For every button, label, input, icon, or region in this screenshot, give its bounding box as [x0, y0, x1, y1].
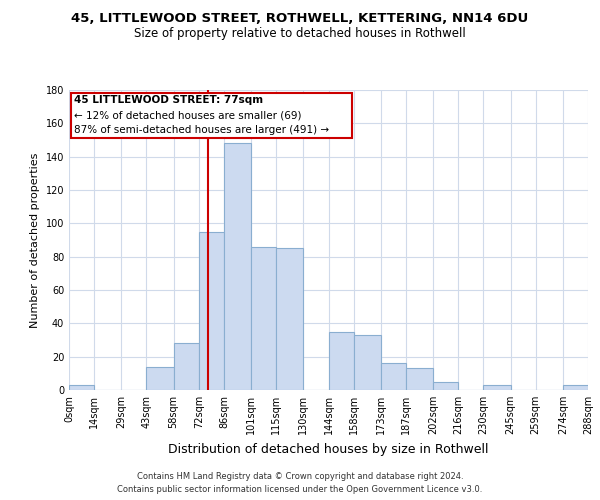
- Bar: [276, 248, 303, 390]
- Text: Contains HM Land Registry data © Crown copyright and database right 2024.
Contai: Contains HM Land Registry data © Crown c…: [118, 472, 482, 494]
- Bar: [199, 232, 224, 390]
- Bar: [484, 385, 511, 390]
- Bar: [173, 344, 199, 390]
- X-axis label: Distribution of detached houses by size in Rothwell: Distribution of detached houses by size …: [168, 442, 489, 456]
- Bar: [251, 246, 276, 390]
- Bar: [563, 385, 588, 390]
- Bar: [69, 385, 94, 390]
- Text: 45, LITTLEWOOD STREET, ROTHWELL, KETTERING, NN14 6DU: 45, LITTLEWOOD STREET, ROTHWELL, KETTERI…: [71, 12, 529, 26]
- Y-axis label: Number of detached properties: Number of detached properties: [30, 152, 40, 328]
- Bar: [329, 332, 354, 390]
- Bar: [406, 368, 433, 390]
- Text: 87% of semi-detached houses are larger (491) →: 87% of semi-detached houses are larger (…: [74, 125, 329, 135]
- Bar: [381, 364, 406, 390]
- Text: ← 12% of detached houses are smaller (69): ← 12% of detached houses are smaller (69…: [74, 110, 302, 120]
- FancyBboxPatch shape: [71, 94, 352, 138]
- Bar: [146, 366, 173, 390]
- Text: Size of property relative to detached houses in Rothwell: Size of property relative to detached ho…: [134, 28, 466, 40]
- Bar: [354, 335, 381, 390]
- Bar: [224, 144, 251, 390]
- Bar: [433, 382, 458, 390]
- Text: 45 LITTLEWOOD STREET: 77sqm: 45 LITTLEWOOD STREET: 77sqm: [74, 95, 263, 105]
